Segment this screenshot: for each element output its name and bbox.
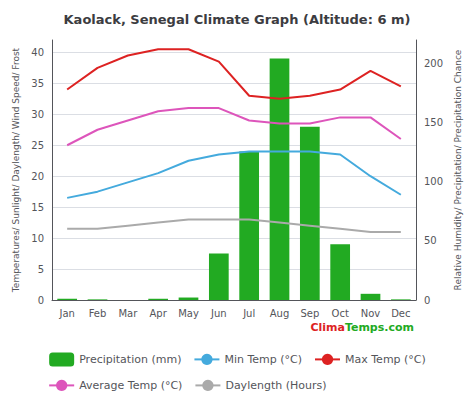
svg-text:Jan: Jan [58,308,74,319]
svg-text:100: 100 [424,176,443,187]
svg-text:Daylength (Hours): Daylength (Hours) [225,379,326,392]
svg-text:Average Temp (°C): Average Temp (°C) [79,379,182,392]
svg-text:0: 0 [38,295,44,306]
svg-text:35: 35 [31,78,44,89]
svg-text:20: 20 [31,171,44,182]
svg-text:Kaolack, Senegal Climate Graph: Kaolack, Senegal Climate Graph (Altitude… [64,12,411,27]
svg-text:50: 50 [424,235,437,246]
svg-text:Oct: Oct [332,308,349,319]
svg-text:Precipitation (mm): Precipitation (mm) [79,353,181,366]
svg-text:Sep: Sep [300,308,319,319]
svg-text:Temperatures/ Sunlight/ Daylen: Temperatures/ Sunlight/ Daylength/ Wind … [11,47,21,293]
svg-text:Dec: Dec [391,308,410,319]
svg-text:Clima: Clima [310,321,345,334]
svg-text:150: 150 [424,117,443,128]
svg-text:May: May [178,308,199,319]
svg-text:5: 5 [38,264,44,275]
svg-text:Jun: Jun [210,308,227,319]
svg-text:0: 0 [424,295,430,306]
svg-text:Apr: Apr [150,308,168,319]
svg-text:15: 15 [31,202,44,213]
svg-text:Jul: Jul [242,308,255,319]
svg-text:Feb: Feb [89,308,107,319]
svg-text:Max Temp (°C): Max Temp (°C) [345,353,426,366]
svg-text:40: 40 [31,47,44,58]
svg-text:Nov: Nov [361,308,381,319]
svg-text:Min Temp (°C): Min Temp (°C) [224,353,302,366]
svg-text:Mar: Mar [118,308,138,319]
svg-text:200: 200 [424,58,443,69]
svg-text:30: 30 [31,109,44,120]
svg-text:25: 25 [31,140,44,151]
svg-text:10: 10 [31,233,44,244]
svg-text:Aug: Aug [270,308,290,319]
svg-text:Temps.com: Temps.com [345,321,414,334]
svg-text:Relative Humidity/ Precipitati: Relative Humidity/ Precipitation/ Precip… [453,49,463,290]
